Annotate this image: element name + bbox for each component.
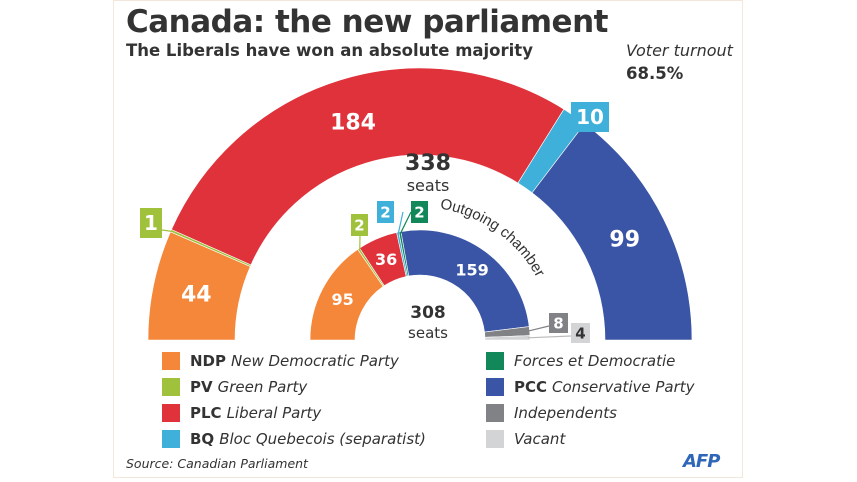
chart-title: Canada: the new parliament <box>126 4 608 40</box>
legend-swatch <box>486 430 504 448</box>
callout-value: 1 <box>144 211 158 235</box>
legend-item: Vacant <box>486 428 565 450</box>
outgoing-value-label: 95 <box>331 290 353 309</box>
legend-swatch <box>486 352 504 370</box>
turnout-label: Voter turnout <box>626 41 733 60</box>
legend-item: PLC Liberal Party <box>162 402 321 424</box>
afp-logo: AFP <box>683 451 720 472</box>
callout-box <box>140 208 162 238</box>
legend-item: PCC Conservative Party <box>486 376 695 398</box>
new-segment-plc <box>171 67 565 266</box>
legend-name: Conservative Party <box>552 378 695 396</box>
legend-name: Vacant <box>514 430 566 448</box>
legend-abbr: PCC <box>514 378 548 396</box>
outgoing-chamber-arc: 95 36 159 <box>309 229 531 341</box>
legend-item: Forces et Democratie <box>486 350 675 372</box>
outgoing-value-label: 36 <box>375 250 397 269</box>
callout-box <box>549 313 568 333</box>
legend-item: Independents <box>486 402 617 424</box>
legend-item: PV Green Party <box>162 376 307 398</box>
callout-value: 8 <box>553 314 563 332</box>
callout-leader <box>527 325 550 332</box>
callout-leader <box>161 229 173 233</box>
turnout-value: 68.5% <box>626 64 684 83</box>
total-new-seats-unit: seats <box>407 176 450 195</box>
callout-value: 2 <box>414 203 424 221</box>
legend-abbr: BQ <box>190 430 215 448</box>
legend-name: Forces et Democratie <box>514 352 676 370</box>
source-note: Source: Canadian Parliament <box>126 456 308 471</box>
legend-swatch <box>162 404 180 422</box>
callout-box <box>411 201 428 223</box>
callout-value: 10 <box>576 105 604 129</box>
legend-name: Independents <box>514 404 617 422</box>
outgoing-segment-vacant <box>484 335 531 341</box>
legend-name: New Democratic Party <box>231 352 399 370</box>
legend-abbr: PLC <box>190 404 222 422</box>
legend-swatch <box>162 378 180 396</box>
callout-box <box>377 201 394 223</box>
legend-swatch <box>486 404 504 422</box>
total-outgoing-seats-unit: seats <box>408 324 448 342</box>
new-value-label: 184 <box>330 110 376 135</box>
total-new-seats: 338 <box>405 151 451 176</box>
new-value-label: 99 <box>609 227 640 252</box>
callout-value: 4 <box>575 324 585 342</box>
callout-value: 2 <box>380 203 390 221</box>
legend-abbr: PV <box>190 378 213 396</box>
callout-leader <box>397 211 404 235</box>
callout-box <box>571 323 590 343</box>
total-outgoing-seats: 308 <box>410 303 446 323</box>
legend-swatch <box>162 352 180 370</box>
callout-box <box>571 102 609 132</box>
legend-item: NDP New Democratic Party <box>162 350 399 372</box>
legend-swatch <box>162 430 180 448</box>
legend-item: BQ Bloc Quebecois (separatist) <box>162 428 426 450</box>
legend-name: Green Party <box>217 378 308 396</box>
outgoing-value-label: 159 <box>455 260 488 279</box>
new-segment-pcc <box>531 123 693 341</box>
callout-box <box>351 214 368 236</box>
callout-leader <box>527 335 572 339</box>
chart-subtitle: The Liberals have won an absolute majori… <box>126 41 533 60</box>
legend-abbr: NDP <box>190 352 226 370</box>
new-value-label: 44 <box>181 283 212 308</box>
legend-name: Bloc Quebecois (separatist) <box>219 430 426 448</box>
legend-swatch <box>486 378 504 396</box>
legend-name: Liberal Party <box>226 404 322 422</box>
callout-value: 2 <box>354 216 364 234</box>
callout-leader <box>399 211 412 235</box>
outgoing-segment-pcc <box>400 229 530 333</box>
